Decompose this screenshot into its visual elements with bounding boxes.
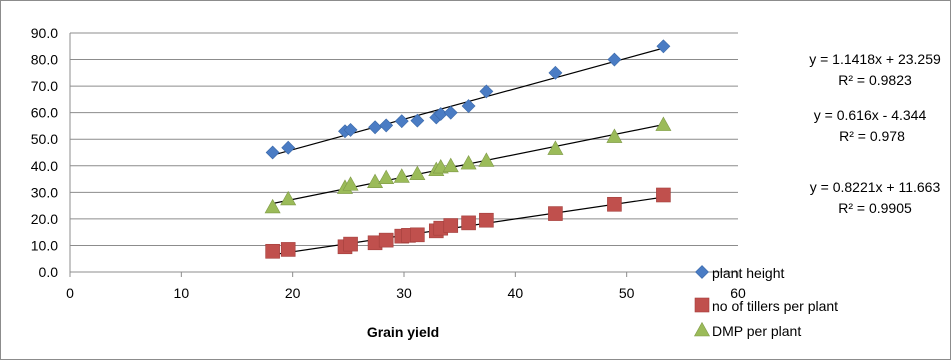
legend: plant height no of tillers per plant DMP p… (693, 265, 838, 339)
data-point-diamond (443, 105, 458, 120)
data-point-diamond (410, 113, 425, 128)
x-tick-label: 60 (730, 285, 746, 301)
data-point-square (479, 212, 494, 228)
x-tick-label: 20 (285, 285, 301, 301)
trendline-equation: y = 1.1418x + 23.259 (809, 51, 941, 67)
data-point-triangle (378, 169, 395, 185)
r-squared-value: R² = 0.9905 (838, 200, 912, 216)
data-point-triangle (280, 190, 297, 206)
data-point-triangle (342, 176, 359, 191)
data-point-triangle (442, 157, 459, 173)
trendline-equation: y = 0.8221x + 11.663 (810, 179, 941, 195)
x-axis-label: Grain yield (367, 324, 439, 340)
x-tick-label: 10 (174, 285, 190, 301)
legend-label: no of tillers per plant (712, 298, 838, 314)
legend-label: plant height (712, 265, 785, 281)
y-tick-label: 50.0 (31, 131, 58, 147)
data-point-triangle (478, 152, 495, 167)
y-axis-tick-labels: 0.0 10.0 20.0 30.0 40.0 50.0 60.0 70.0 80.0 90.0 (31, 25, 58, 280)
data-points (264, 39, 672, 259)
data-point-triangle (393, 168, 410, 183)
data-point-triangle (655, 116, 672, 131)
data-point-square (607, 196, 622, 212)
r-squared-value: R² = 0.978 (839, 128, 905, 144)
data-point-diamond (607, 52, 622, 67)
y-tick-label: 10.0 (31, 237, 58, 253)
y-tick-label: 70.0 (31, 78, 58, 94)
data-point-square (656, 187, 671, 203)
r-squared-value: R² = 0.9823 (838, 72, 912, 88)
y-tick-label: 60.0 (31, 105, 58, 121)
data-point-square (694, 297, 710, 313)
y-tick-label: 40.0 (31, 158, 58, 174)
data-point-triangle (367, 173, 384, 189)
data-point-diamond (379, 118, 394, 133)
data-point-square (410, 227, 425, 243)
data-point-diamond (461, 99, 476, 113)
data-point-triangle (264, 198, 281, 214)
data-point-square (548, 206, 563, 221)
y-tick-label: 30.0 (31, 184, 58, 200)
data-point-diamond (656, 39, 671, 54)
data-point-diamond (368, 120, 382, 135)
data-point-triangle (547, 140, 564, 155)
data-point-square (461, 215, 476, 231)
y-tick-label: 90.0 (31, 25, 58, 41)
data-point-square (280, 242, 296, 257)
x-tick-label: 40 (508, 285, 524, 301)
data-point-square (265, 243, 280, 259)
x-tick-label: 0 (66, 285, 74, 301)
y-tick-label: 20.0 (31, 211, 58, 227)
data-point-diamond (479, 84, 494, 99)
x-tick-label: 30 (396, 285, 412, 301)
legend-label: DMP per plant (712, 323, 801, 339)
data-point-diamond (394, 114, 409, 129)
x-tick-label: 50 (619, 285, 635, 301)
data-point-diamond (281, 140, 296, 155)
trendline-equation: y = 0.616x - 4.344 (814, 107, 927, 123)
trendline-equations: y = 1.1418x + 23.259 R² = 0.9823 y = 0.616… (809, 51, 941, 216)
data-point-square (443, 218, 459, 233)
data-point-square (343, 236, 358, 252)
y-tick-label: 0.0 (39, 264, 59, 280)
data-point-diamond (265, 145, 280, 160)
gridlines (70, 32, 738, 246)
x-axis-tick-labels: 0 10 20 30 40 50 60 (66, 285, 746, 301)
data-point-triangle (460, 155, 477, 170)
data-point-square (378, 232, 394, 248)
data-point-triangle (409, 165, 426, 181)
data-point-diamond (343, 123, 358, 137)
y-tick-label: 80.0 (31, 52, 58, 68)
data-point-triangle (693, 321, 711, 337)
data-point-diamond (695, 265, 709, 279)
data-point-diamond (548, 65, 563, 80)
data-point-triangle (606, 128, 623, 143)
axes (69, 33, 739, 277)
